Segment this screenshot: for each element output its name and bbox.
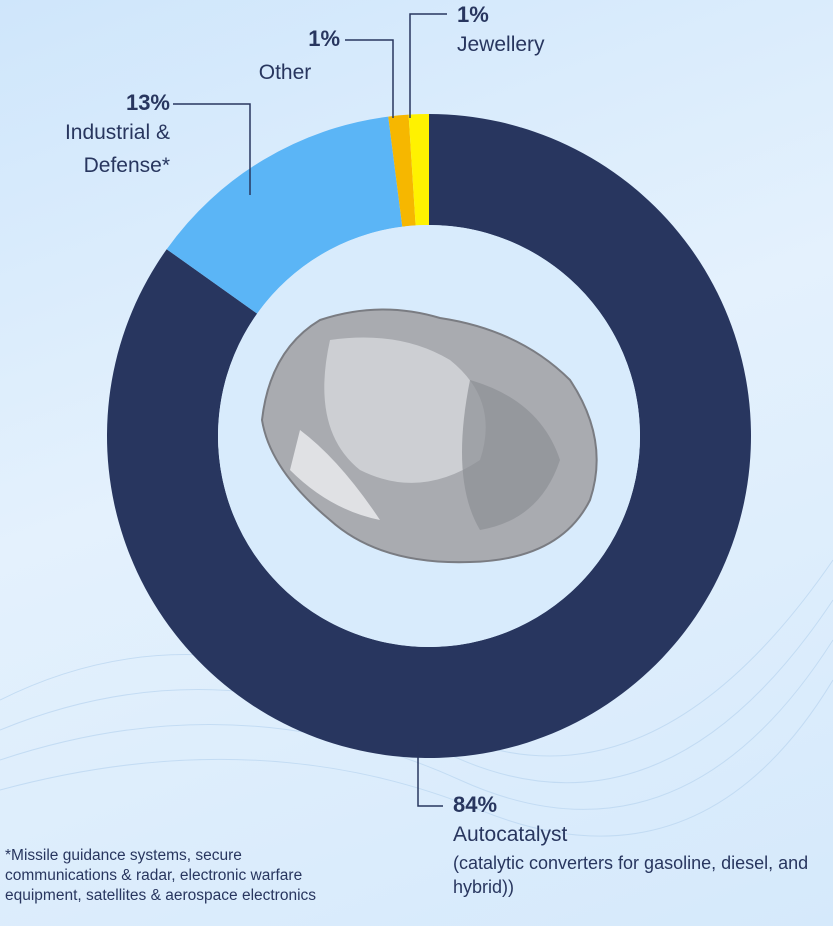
category-label: Jewellery bbox=[457, 33, 545, 56]
segment-label: 1% Other bbox=[230, 26, 340, 89]
value-label: 1% bbox=[457, 2, 489, 27]
value-label: 1% bbox=[308, 26, 340, 51]
donut-segment bbox=[166, 116, 403, 314]
category-note: (catalytic converters for gasoline, dies… bbox=[453, 853, 809, 897]
segment-label: 13% Industrial & Defense* bbox=[10, 90, 170, 182]
segment-label: 84% Autocatalyst (catalytic converters for… bbox=[453, 792, 813, 899]
donut-segment bbox=[107, 114, 752, 758]
value-label: 84% bbox=[453, 792, 498, 817]
category-label: Other bbox=[258, 61, 312, 84]
rock bbox=[260, 308, 598, 564]
donut-segment bbox=[388, 114, 416, 227]
category-label: Industrial & Defense* bbox=[64, 121, 170, 177]
leader-lines bbox=[173, 13, 447, 807]
value-label: 13% bbox=[125, 90, 170, 115]
category-label: Autocatalyst bbox=[453, 823, 568, 846]
segment-label: 1% Jewellery bbox=[457, 2, 607, 61]
donut-segment bbox=[408, 114, 429, 226]
footnote: *Missile guidance systems, secure commun… bbox=[5, 847, 317, 904]
